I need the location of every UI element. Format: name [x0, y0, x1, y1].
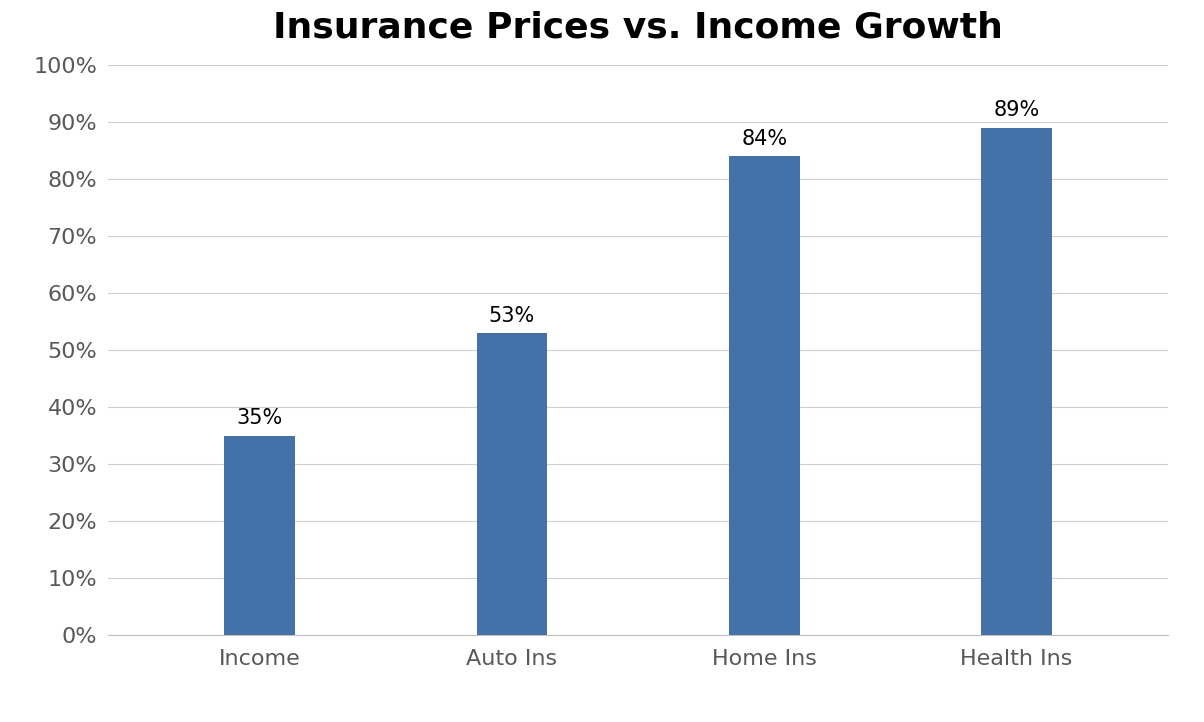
Bar — [728, 156, 799, 635]
Title: Insurance Prices vs. Income Growth: Insurance Prices vs. Income Growth — [273, 10, 1003, 44]
Text: 53%: 53% — [489, 305, 535, 326]
Text: 89%: 89% — [993, 100, 1039, 121]
Bar — [981, 128, 1052, 635]
Text: 84%: 84% — [742, 129, 787, 149]
Bar — [477, 333, 548, 635]
Text: 35%: 35% — [237, 409, 283, 428]
Bar — [224, 436, 295, 635]
